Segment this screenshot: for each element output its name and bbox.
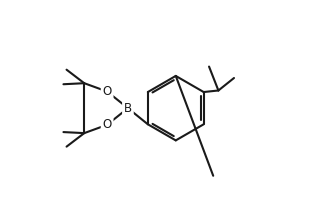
Text: O: O — [103, 118, 112, 131]
Text: B: B — [124, 102, 132, 115]
Text: O: O — [103, 85, 112, 98]
